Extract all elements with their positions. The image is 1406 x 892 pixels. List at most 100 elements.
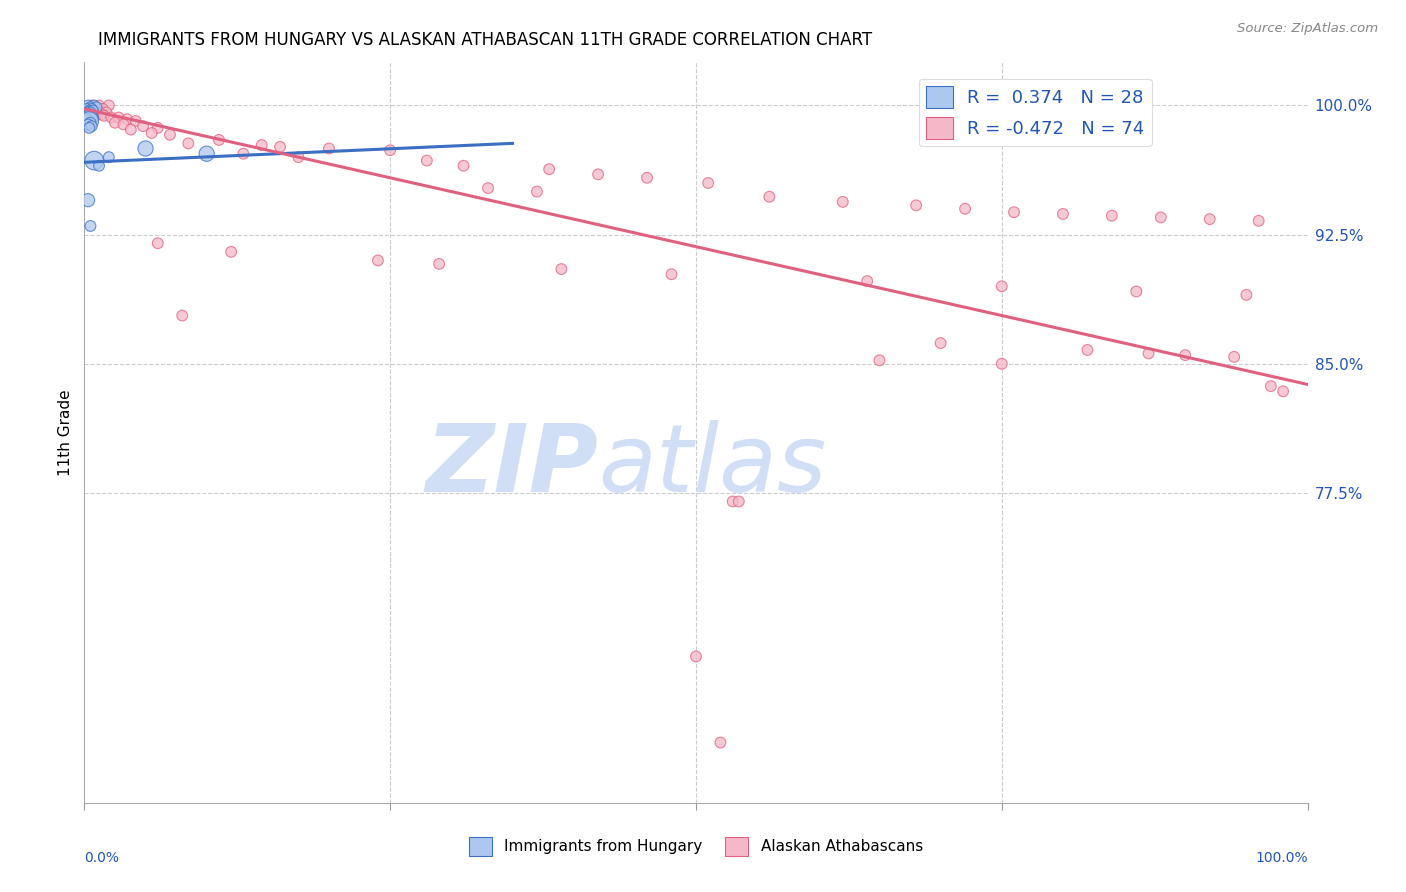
Point: [77, 109, 100, 123]
Point: [146, 120, 169, 135]
Point: [1101, 209, 1123, 223]
Point: [80, 98, 103, 112]
Point: [856, 274, 879, 288]
Point: [132, 119, 155, 133]
Point: [125, 114, 148, 128]
Point: [79, 116, 101, 130]
Point: [77, 120, 100, 135]
Point: [177, 136, 200, 151]
Point: [318, 142, 340, 156]
Point: [159, 128, 181, 142]
Point: [135, 142, 157, 156]
Point: [758, 190, 780, 204]
Point: [80, 102, 103, 116]
Point: [953, 202, 976, 216]
Point: [120, 122, 142, 136]
Point: [77, 107, 100, 121]
Point: [82, 105, 104, 120]
Point: [367, 253, 389, 268]
Point: [76, 107, 98, 121]
Point: [991, 279, 1014, 293]
Point: [709, 735, 731, 749]
Text: ZIP: ZIP: [425, 420, 598, 512]
Point: [83, 102, 105, 116]
Point: [287, 150, 309, 164]
Text: IMMIGRANTS FROM HUNGARY VS ALASKAN ATHABASCAN 11TH GRADE CORRELATION CHART: IMMIGRANTS FROM HUNGARY VS ALASKAN ATHAB…: [98, 31, 873, 49]
Point: [77, 114, 100, 128]
Legend: Immigrants from Hungary, Alaskan Athabascans: Immigrants from Hungary, Alaskan Athabas…: [463, 831, 929, 862]
Point: [172, 309, 194, 323]
Point: [721, 494, 744, 508]
Y-axis label: 11th Grade: 11th Grade: [58, 389, 73, 476]
Text: 0.0%: 0.0%: [84, 851, 120, 865]
Point: [1125, 285, 1147, 299]
Point: [97, 98, 120, 112]
Text: 100.0%: 100.0%: [1256, 851, 1308, 865]
Point: [79, 105, 101, 120]
Point: [77, 117, 100, 131]
Point: [905, 198, 928, 212]
Point: [79, 107, 101, 121]
Point: [80, 109, 103, 123]
Point: [661, 267, 683, 281]
Text: Source: ZipAtlas.com: Source: ZipAtlas.com: [1237, 22, 1378, 36]
Point: [1150, 211, 1173, 225]
Point: [86, 100, 108, 114]
Point: [76, 102, 98, 116]
Point: [90, 107, 112, 121]
Point: [79, 219, 101, 233]
Point: [195, 146, 218, 161]
Point: [1223, 350, 1246, 364]
Point: [83, 98, 105, 112]
Point: [380, 143, 402, 157]
Point: [1247, 214, 1270, 228]
Point: [232, 146, 254, 161]
Point: [869, 353, 891, 368]
Point: [219, 244, 242, 259]
Point: [83, 153, 105, 168]
Point: [96, 105, 118, 120]
Point: [141, 126, 163, 140]
Point: [100, 111, 122, 125]
Point: [477, 181, 499, 195]
Point: [87, 159, 110, 173]
Point: [93, 109, 115, 123]
Point: [76, 112, 98, 127]
Point: [1174, 348, 1197, 362]
Point: [77, 105, 100, 120]
Point: [1137, 346, 1160, 360]
Point: [208, 133, 231, 147]
Point: [427, 257, 450, 271]
Point: [107, 111, 129, 125]
Point: [1260, 379, 1282, 393]
Point: [86, 103, 108, 118]
Text: atlas: atlas: [598, 420, 827, 511]
Point: [112, 117, 135, 131]
Point: [84, 109, 107, 123]
Point: [1272, 384, 1295, 399]
Point: [82, 111, 104, 125]
Point: [79, 100, 101, 114]
Point: [269, 140, 291, 154]
Point: [929, 336, 952, 351]
Point: [104, 116, 127, 130]
Point: [586, 167, 609, 181]
Point: [97, 150, 120, 164]
Point: [697, 176, 720, 190]
Point: [526, 185, 548, 199]
Point: [1198, 212, 1220, 227]
Point: [77, 98, 100, 112]
Point: [991, 357, 1014, 371]
Point: [1236, 288, 1258, 302]
Point: [77, 103, 100, 118]
Point: [831, 194, 853, 209]
Point: [685, 649, 707, 664]
Point: [1076, 343, 1098, 357]
Point: [146, 236, 169, 251]
Point: [416, 153, 439, 168]
Point: [80, 119, 103, 133]
Point: [87, 98, 110, 112]
Point: [1002, 205, 1025, 219]
Point: [115, 112, 138, 127]
Point: [77, 103, 100, 118]
